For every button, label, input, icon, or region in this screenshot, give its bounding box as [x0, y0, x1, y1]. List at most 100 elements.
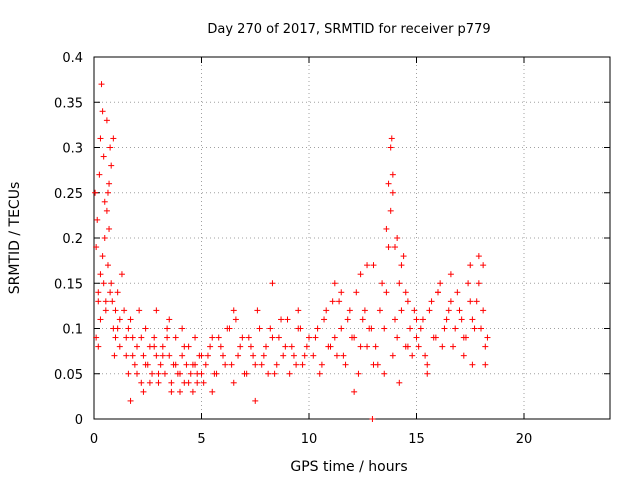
data-point — [398, 262, 405, 269]
data-point — [164, 334, 171, 341]
data-point — [389, 352, 396, 359]
data-point — [194, 379, 201, 386]
data-point — [419, 316, 426, 323]
data-point — [93, 334, 100, 341]
data-point — [331, 280, 338, 287]
data-point — [153, 307, 160, 314]
data-point — [364, 343, 371, 350]
data-point — [344, 316, 351, 323]
data-point — [295, 325, 302, 332]
data-point — [465, 280, 472, 287]
data-point — [400, 253, 407, 260]
data-point — [346, 307, 353, 314]
data-point — [338, 325, 345, 332]
data-point — [101, 235, 108, 241]
data-point — [92, 189, 99, 196]
data-point — [166, 352, 173, 359]
data-point — [254, 307, 261, 314]
data-point — [456, 307, 463, 314]
data-point — [471, 325, 478, 332]
data-point — [104, 262, 111, 269]
data-point — [220, 352, 226, 359]
data-point — [228, 361, 235, 368]
data-point — [138, 334, 145, 341]
data-point — [306, 334, 312, 341]
data-point — [323, 307, 330, 314]
data-point — [100, 153, 107, 160]
y-tick-label: 0.4 — [62, 51, 83, 66]
data-point — [336, 298, 343, 305]
data-point — [96, 171, 103, 178]
data-point — [443, 316, 450, 323]
data-point — [290, 352, 297, 359]
data-point — [364, 262, 371, 269]
data-point — [392, 244, 398, 251]
data-point — [111, 352, 118, 359]
data-point — [413, 334, 420, 341]
data-point — [129, 334, 136, 341]
x-tick-label: 10 — [301, 432, 318, 447]
data-point — [430, 334, 437, 341]
data-point — [280, 352, 287, 359]
data-point — [112, 334, 119, 341]
data-point — [198, 352, 205, 359]
data-point — [318, 361, 325, 368]
y-tick-label: 0.35 — [54, 96, 83, 111]
data-point — [123, 352, 130, 359]
x-tick-label: 20 — [516, 432, 533, 447]
data-point — [97, 271, 104, 278]
data-point — [123, 334, 130, 341]
data-point — [394, 334, 401, 341]
data-point — [172, 361, 179, 368]
data-point — [271, 370, 278, 377]
data-point — [260, 352, 267, 359]
data-point — [314, 325, 321, 332]
data-point — [288, 343, 295, 350]
data-point — [467, 298, 474, 305]
data-point — [389, 189, 396, 196]
data-point — [299, 361, 306, 368]
data-point — [140, 388, 147, 395]
data-point — [450, 343, 457, 350]
data-point — [121, 307, 128, 314]
data-point — [168, 388, 175, 395]
data-point — [106, 180, 113, 187]
data-point — [155, 379, 162, 386]
data-point — [252, 397, 259, 404]
data-point — [179, 352, 186, 359]
data-point — [447, 271, 454, 278]
data-point — [109, 298, 116, 305]
data-point — [469, 316, 476, 323]
data-point — [177, 388, 183, 395]
data-point — [273, 361, 280, 368]
data-point — [293, 361, 300, 368]
data-point — [159, 352, 166, 359]
data-point — [482, 343, 489, 350]
data-point — [381, 370, 388, 377]
data-point — [183, 361, 190, 368]
data-point — [127, 397, 134, 404]
y-tick-label: 0.15 — [54, 277, 83, 292]
data-point — [269, 334, 276, 341]
data-point — [258, 361, 265, 368]
data-point — [202, 361, 209, 368]
data-point — [146, 379, 153, 386]
data-point — [333, 352, 340, 359]
data-point — [192, 334, 199, 341]
data-point — [275, 334, 282, 341]
data-point — [480, 262, 487, 269]
data-point — [369, 416, 376, 422]
data-point — [329, 298, 336, 305]
data-point — [159, 343, 166, 350]
data-point — [480, 307, 487, 314]
data-point — [168, 379, 175, 386]
data-point — [396, 280, 403, 287]
data-point — [164, 325, 171, 332]
data-point — [445, 307, 452, 314]
data-point — [301, 352, 308, 359]
data-point — [204, 352, 211, 359]
data-point — [157, 361, 164, 368]
y-tick-label: 0.3 — [62, 142, 83, 157]
data-point — [232, 316, 239, 323]
data-point — [381, 325, 388, 332]
